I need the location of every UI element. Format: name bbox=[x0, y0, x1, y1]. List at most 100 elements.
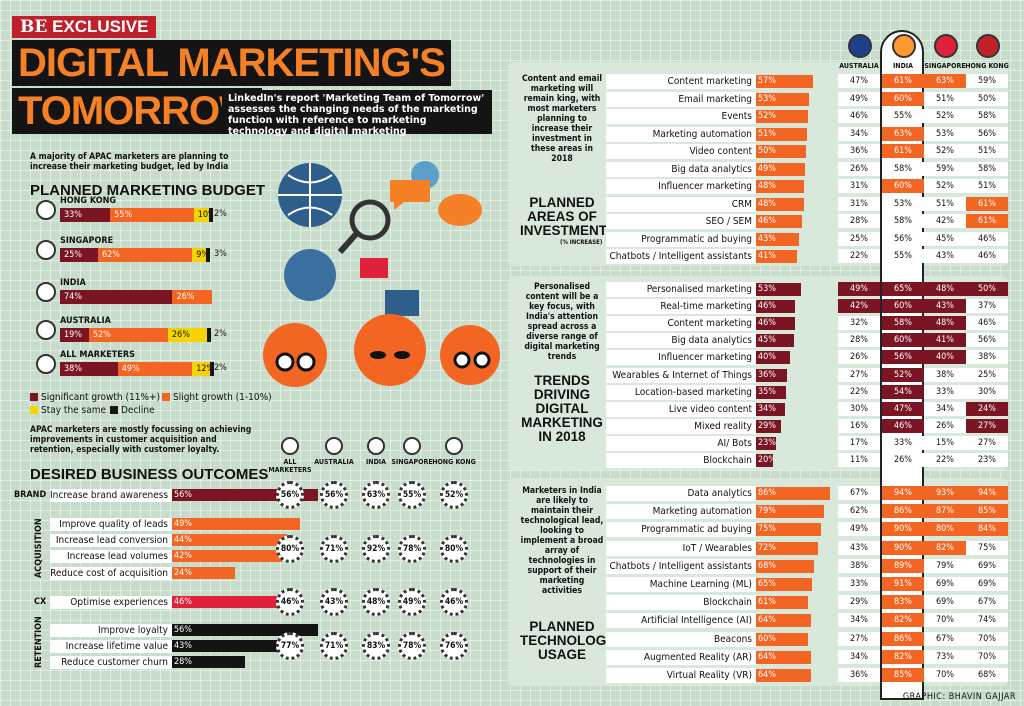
investment-bar: 46% bbox=[756, 215, 802, 228]
trends-bar: 23% bbox=[756, 436, 776, 450]
budget-category-label: ALL MARKETERS bbox=[60, 350, 135, 360]
country-header: INDIA bbox=[892, 62, 914, 70]
trends-cell: 25% bbox=[966, 367, 1008, 382]
outcomes-intro: APAC marketers are mostly focussing on a… bbox=[30, 425, 252, 455]
technology-bar-label: 86% bbox=[758, 488, 776, 498]
trends-cell: 38% bbox=[924, 367, 966, 382]
budget-bar-label: 55% bbox=[114, 210, 133, 220]
technology-bar-label: 65% bbox=[758, 579, 776, 589]
flag-icon bbox=[445, 437, 463, 455]
legend-swatch bbox=[162, 393, 170, 401]
legend-label: Decline bbox=[121, 405, 155, 416]
investment-cell: 49% bbox=[838, 91, 880, 106]
technology-cell: 83% bbox=[882, 595, 924, 610]
outcome-circle: 76% bbox=[440, 632, 468, 660]
trends-bar-label: 53% bbox=[758, 284, 776, 294]
budget-bar-label: 26% bbox=[171, 330, 190, 340]
investment-bar-label: 48% bbox=[758, 198, 776, 209]
budget-bar-segment: 33% bbox=[60, 208, 111, 222]
technology-bar: 64% bbox=[756, 650, 812, 664]
investment-row-label: Big data analytics bbox=[606, 161, 756, 177]
trends-bar: 35% bbox=[756, 385, 786, 399]
trends-bar-label: 46% bbox=[758, 301, 776, 312]
technology-cell: 34% bbox=[838, 649, 880, 664]
investment-heading-line: AREAS OF bbox=[527, 209, 597, 224]
investment-bar-label: 57% bbox=[758, 76, 776, 86]
investment-cell: 58% bbox=[966, 161, 1008, 176]
investment-cell: 58% bbox=[882, 161, 924, 176]
technology-cell: 67% bbox=[924, 631, 966, 646]
legend-label: Significant growth (11%+) bbox=[41, 392, 161, 403]
technology-cell: 82% bbox=[882, 649, 924, 664]
investment-cell: 59% bbox=[924, 161, 966, 176]
trends-bar: 36% bbox=[756, 368, 787, 382]
technology-bar: 75% bbox=[756, 523, 821, 537]
investment-heading-line: INVESTMENT bbox=[520, 223, 608, 238]
investment-bar: 57% bbox=[756, 75, 813, 88]
credit: GRAPHIC: BHAVIN GAJJAR bbox=[902, 692, 1016, 702]
budget-category-label: AUSTRALIA bbox=[60, 316, 111, 326]
outcome-bar: 49% bbox=[172, 518, 300, 530]
outcome-bar: 24% bbox=[172, 567, 235, 579]
outcome-circle: 56% bbox=[276, 481, 304, 509]
investment-cell: 53% bbox=[924, 126, 966, 141]
trends-row-label: AI/ Bots bbox=[606, 435, 756, 451]
outcome-circle: 56% bbox=[320, 481, 348, 509]
investment-heading: PLANNED AREAS OF INVESTMENT bbox=[520, 195, 608, 238]
investment-bar: 53% bbox=[756, 92, 809, 106]
trends-cell: 16% bbox=[838, 418, 880, 433]
trends-bar: 34% bbox=[756, 402, 785, 416]
technology-cell: 34% bbox=[838, 613, 880, 628]
person-right-icon bbox=[440, 325, 500, 385]
investment-cell: 36% bbox=[838, 144, 880, 158]
trends-bar-label: 20% bbox=[758, 455, 776, 465]
budget-bar-segment bbox=[207, 328, 212, 342]
cloud-icon bbox=[438, 194, 482, 226]
budget-bar-segment bbox=[210, 362, 215, 376]
budget-bar-label: 52% bbox=[92, 330, 111, 340]
technology-cell: 82% bbox=[924, 540, 966, 555]
monitor-icon bbox=[385, 290, 419, 316]
technology-cell: 67% bbox=[966, 595, 1008, 610]
investment-cell: 34% bbox=[838, 126, 880, 141]
investment-row-label: Influencer marketing bbox=[606, 179, 756, 194]
budget-category-label: INDIA bbox=[60, 278, 86, 288]
technology-row-label: Machine Learning (ML) bbox=[606, 577, 756, 592]
investment-cell: 58% bbox=[882, 214, 924, 228]
outcome-circle: 77% bbox=[276, 632, 304, 660]
outcome-circle: 48% bbox=[362, 588, 390, 616]
country-header: SINGAPORE bbox=[924, 62, 966, 70]
technology-bar-label: 60% bbox=[758, 633, 776, 644]
flag-icon bbox=[325, 437, 343, 455]
investment-heading-line: PLANNED bbox=[529, 195, 595, 210]
budget-decline-label: 3% bbox=[214, 249, 227, 259]
budget-bar-label: 9% bbox=[196, 250, 206, 260]
technology-bar: 86% bbox=[756, 487, 830, 500]
outcome-circle: 71% bbox=[320, 632, 348, 660]
trends-cell: 46% bbox=[966, 316, 1008, 331]
trends-note: Personalised content will be a key focus… bbox=[524, 282, 600, 362]
flag-icon bbox=[848, 34, 872, 58]
investment-cell: 43% bbox=[924, 249, 966, 263]
investment-bar: 52% bbox=[756, 110, 808, 123]
trends-heading-line: MARKETING bbox=[521, 415, 603, 430]
investment-bar: 50% bbox=[756, 145, 806, 158]
investment-cell: 51% bbox=[966, 144, 1008, 158]
flag-icon bbox=[976, 34, 1000, 58]
technology-cell: 70% bbox=[966, 649, 1008, 664]
investment-cell: 28% bbox=[838, 214, 880, 228]
outcome-label: Reduce cost of acquisition bbox=[50, 567, 172, 580]
trends-row-label: Personalised marketing bbox=[606, 282, 756, 297]
outcome-circle: 46% bbox=[276, 588, 304, 616]
budget-bar-segment: 25% bbox=[60, 248, 98, 262]
investment-cell: 46% bbox=[966, 249, 1008, 263]
outcome-bar-label: 43% bbox=[174, 641, 192, 651]
trends-row-label: Influencer marketing bbox=[606, 350, 756, 366]
trends-cell: 26% bbox=[882, 453, 924, 467]
investment-cell: 55% bbox=[882, 249, 924, 263]
technology-cell: 79% bbox=[924, 558, 966, 573]
trends-cell: 22% bbox=[924, 453, 966, 467]
technology-row-label: Augmented Reality (AR) bbox=[606, 649, 756, 665]
technology-cell: 73% bbox=[924, 649, 966, 664]
technology-row-label: Chatbots / Intelligent assistants bbox=[606, 558, 756, 574]
